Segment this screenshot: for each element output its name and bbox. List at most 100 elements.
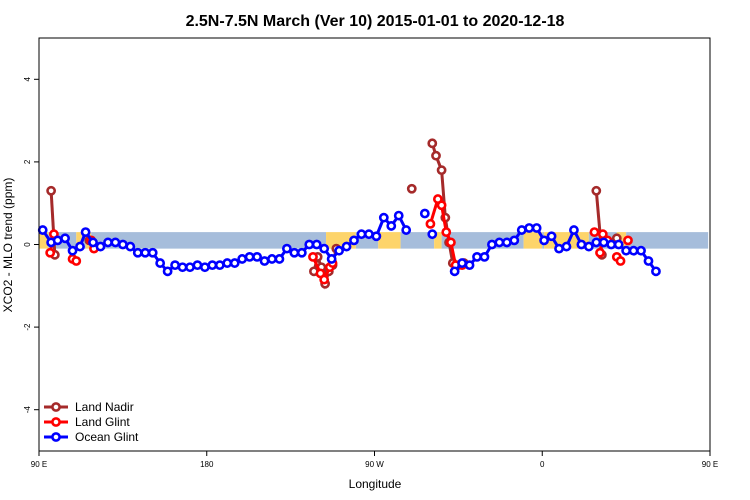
ocean-glint-point-1-0 — [419, 208, 430, 219]
land-glint-point-4-0 — [425, 218, 436, 229]
ocean-glint-point-3-10 — [524, 223, 535, 233]
ocean-glint-point-0-26 — [229, 258, 240, 268]
mask-land-segment-0 — [39, 232, 49, 249]
ocean-glint-point-0-40 — [334, 245, 344, 256]
legend-marker-ocean-glint — [51, 432, 61, 442]
ocean-glint-point-0-22 — [199, 262, 210, 273]
ocean-glint-point-0-30 — [259, 256, 270, 266]
ocean-glint-point-3-5 — [487, 239, 497, 250]
legend-label-land-glint: Land Glint — [75, 415, 130, 429]
mask-land-segment-16 — [616, 232, 627, 249]
x-tick-label-2: 90 W — [365, 460, 384, 469]
legend-item-ocean-glint: Ocean Glint — [44, 430, 139, 444]
ocean-glint-point-0-0 — [37, 225, 48, 235]
ocean-glint-point-3-16 — [569, 225, 579, 235]
ocean-glint-point-3-18 — [583, 241, 594, 252]
land-glint-point-8-0 — [623, 235, 633, 246]
ocean-glint-point-3-26 — [643, 256, 654, 266]
ocean-glint-point-0-44 — [364, 229, 374, 240]
y-tick-label-4: 4 — [23, 77, 32, 82]
ocean-glint-point-0-38 — [319, 243, 330, 254]
series-layer — [37, 138, 661, 290]
y-axis-label: XCO2 - MLO trend (ppm) — [1, 178, 15, 313]
ocean-glint-point-0-12 — [125, 241, 136, 252]
ocean-glint-point-3-21 — [606, 239, 617, 250]
x-tick-label-1: 180 — [200, 460, 214, 469]
ocean-glint-point-0-23 — [207, 260, 218, 271]
mask-land-segment-12 — [523, 232, 543, 249]
legend-item-land-nadir: Land Nadir — [44, 400, 134, 414]
ocean-glint-point-0-49 — [401, 225, 412, 235]
ocean-glint-point-0-24 — [214, 260, 225, 271]
ocean-glint-point-0-21 — [192, 260, 203, 271]
mask-ocean-segment-9 — [400, 232, 435, 249]
land-nadir-point-4-1 — [431, 150, 441, 161]
y-tick-label-1: -2 — [23, 323, 32, 331]
ocean-glint-point-3-7 — [501, 237, 512, 248]
land-glint-point-3-2 — [319, 274, 330, 285]
ocean-glint-point-0-6 — [80, 227, 91, 238]
ocean-glint-point-0-42 — [349, 235, 359, 246]
ocean-glint-point-0-34 — [289, 247, 300, 258]
ocean-glint-point-0-39 — [326, 254, 337, 264]
ocean-glint-point-0-13 — [132, 247, 143, 258]
ocean-glint-point-0-48 — [393, 210, 404, 221]
ocean-glint-point-3-22 — [613, 239, 624, 250]
ocean-glint-point-0-27 — [237, 254, 248, 264]
ocean-glint-point-0-5 — [75, 241, 85, 252]
mask-ocean-segment-17 — [626, 232, 709, 249]
x-axis-label: Longitude — [349, 477, 402, 491]
ocean-glint-point-0-7 — [88, 237, 98, 248]
ocean-glint-point-0-15 — [147, 247, 158, 258]
ocean-glint-point-0-45 — [371, 231, 382, 242]
x-tick-label-4: 90 E — [702, 460, 718, 469]
ocean-glint-point-3-14 — [554, 243, 564, 254]
chart-title: 2.5N-7.5N March (Ver 10) 2015-01-01 to 2… — [186, 13, 565, 30]
y-axis: -4 -2 0 2 4 — [23, 77, 39, 413]
ocean-glint-point-0-16 — [155, 258, 166, 268]
mask-land-segment-8 — [378, 232, 401, 249]
land-nadir-point-3-0 — [406, 183, 417, 194]
mask-land-segment-2 — [76, 232, 82, 249]
ocean-glint-point-0-37 — [311, 239, 322, 250]
legend-label-land-nadir: Land Nadir — [75, 400, 134, 414]
ocean-glint-point-3-1 — [457, 258, 468, 268]
land-nadir-point-5-0 — [591, 185, 602, 196]
ocean-glint-point-0-19 — [177, 262, 188, 273]
ocean-glint-point-3-2 — [464, 260, 475, 271]
ocean-glint-point-0-10 — [110, 237, 121, 248]
legend-marker-land-nadir — [51, 402, 61, 412]
land-nadir-point-4-0 — [427, 138, 438, 149]
ocean-glint-point-0-18 — [170, 260, 180, 271]
land-nadir-point-0-0 — [46, 185, 57, 196]
ocean-glint-point-3-6 — [494, 237, 505, 248]
ocean-glint-point-3-13 — [546, 231, 557, 242]
legend-item-land-glint: Land Glint — [44, 415, 130, 429]
mask-land-segment-10 — [434, 232, 442, 249]
ocean-glint-point-0-4 — [67, 245, 78, 256]
ocean-glint-point-0-8 — [95, 241, 106, 252]
x-tick-label-3: 0 — [540, 460, 545, 469]
ocean-glint-point-3-4 — [479, 251, 490, 262]
ocean-glint-point-0-35 — [296, 247, 307, 258]
ocean-glint-point-0-20 — [185, 262, 195, 273]
ocean-glint-point-0-31 — [267, 254, 277, 264]
ocean-glint-point-0-3 — [60, 233, 70, 244]
land-glint-point-4-3 — [441, 227, 452, 238]
land-glint-point-4-4 — [446, 237, 456, 248]
legend-label-ocean-glint: Ocean Glint — [75, 430, 139, 444]
ocean-glint-point-3-11 — [531, 223, 542, 233]
ocean-glint-point-3-19 — [591, 237, 602, 248]
land-glint-point-1-1 — [71, 256, 82, 266]
ocean-glint-point-3-8 — [509, 235, 520, 246]
y-tick-label-3: 2 — [23, 159, 32, 164]
ocean-glint-point-2-0 — [427, 229, 438, 240]
land-glint-point-7-1 — [615, 256, 626, 266]
ocean-glint-point-3-20 — [598, 237, 609, 248]
ocean-glint-point-3-9 — [516, 225, 527, 235]
ocean-glint-point-0-33 — [281, 243, 292, 254]
legend-marker-land-glint — [51, 417, 61, 427]
ocean-glint-point-3-23 — [621, 245, 632, 256]
